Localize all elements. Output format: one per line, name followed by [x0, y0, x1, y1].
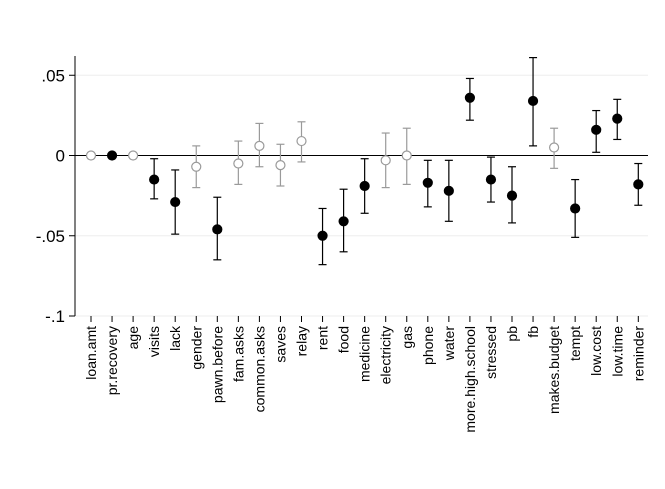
x-tick-label-lack: lack [167, 325, 183, 351]
x-tick-label-relay: relay [294, 326, 310, 356]
point-pb [506, 190, 518, 201]
axes [69, 56, 648, 322]
point-stressed [485, 174, 497, 185]
point-medicine [359, 180, 370, 192]
point-pawn.before [212, 224, 223, 235]
point-food [338, 216, 349, 227]
x-tick-label-medicine: medicine [357, 326, 373, 382]
point-rent [317, 230, 328, 241]
x-tick-label-more.high.school: more.high.school [462, 326, 478, 433]
x-tick-label-age: age [125, 326, 141, 350]
x-tick-label-tempt: tempt [567, 326, 583, 361]
x-tick-label-food: food [336, 326, 352, 353]
point-water [443, 185, 454, 196]
x-tick-label-fb: fb [525, 326, 541, 338]
x-tick-label-visits: visits [146, 326, 162, 357]
point-lack [170, 196, 181, 208]
point-common.asks [254, 140, 265, 151]
x-tick-label-pb: pb [504, 326, 520, 342]
x-tick-label-saves: saves [272, 326, 288, 363]
y-tick-label-0: .05 [41, 66, 65, 85]
x-tick-label-rent: rent [315, 326, 331, 350]
x-tick-label-fam.asks: fam.asks [230, 326, 246, 382]
x-tick-label-stressed: stressed [483, 326, 499, 379]
x-tick-label-electricity: electricity [378, 326, 394, 384]
point-saves [275, 160, 286, 171]
point-visits [149, 174, 160, 185]
point-gender [191, 161, 202, 172]
point-pr.recovery [106, 150, 118, 161]
point-estimates [85, 92, 644, 241]
point-reminder [633, 179, 644, 190]
point-fam.asks [233, 158, 244, 169]
x-tick-label-gender: gender [188, 326, 204, 370]
point-gas [401, 150, 412, 161]
point-loan.amt [85, 150, 97, 161]
point-low.time [612, 113, 623, 124]
x-tick-label-pr.recovery: pr.recovery [104, 326, 120, 395]
point-tempt [570, 203, 581, 214]
x-tick-label-loan.amt: loan.amt [83, 326, 99, 380]
y-tick-label-3: -.1 [45, 307, 65, 326]
x-tick-label-common.asks: common.asks [251, 326, 267, 412]
x-tick-label-reminder: reminder [630, 326, 646, 382]
y-tick-label-2: -.05 [36, 227, 65, 246]
point-makes.budget [548, 142, 560, 153]
x-tick-label-phone: phone [420, 326, 436, 365]
x-tick-label-pawn.before: pawn.before [209, 326, 225, 403]
point-low.cost [591, 124, 602, 135]
point-fb [527, 95, 539, 107]
point-relay [296, 135, 307, 147]
x-tick-label-low.cost: low.cost [588, 326, 604, 376]
point-phone [422, 177, 433, 188]
x-tick-label-low.time: low.time [609, 326, 625, 377]
error-bars [150, 57, 643, 266]
x-tick-label-makes.budget: makes.budget [546, 326, 562, 414]
point-more.high.school [464, 92, 475, 103]
x-tick-label-water: water [441, 326, 457, 362]
y-tick-label-1: 0 [56, 147, 65, 166]
x-tick-label-gas: gas [399, 326, 415, 349]
point-age [128, 150, 139, 161]
point-electricity [380, 155, 391, 166]
